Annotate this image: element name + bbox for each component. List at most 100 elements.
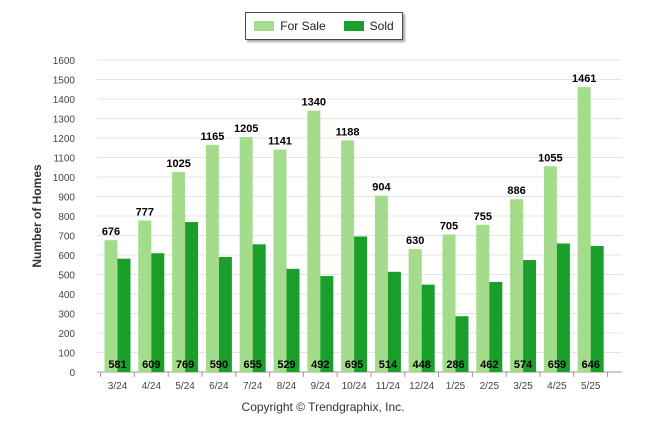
data-label-for-sale: 1461: [572, 73, 596, 85]
y-tick-label: 200: [58, 329, 75, 340]
data-label-sold: 655: [244, 359, 262, 371]
legend-label-for-sale: For Sale: [280, 19, 326, 33]
bar-sold: [117, 258, 131, 372]
x-tick-label: 7/24: [243, 381, 263, 392]
x-tick-label: 6/24: [209, 381, 229, 392]
bar-for-sale: [341, 140, 355, 372]
x-tick-label: 11/24: [376, 381, 401, 392]
x-tick-label: 4/24: [142, 381, 162, 392]
x-tick-label: 2/25: [480, 381, 500, 392]
y-tick-label: 0: [69, 368, 75, 379]
bar-sold: [556, 243, 570, 372]
data-label-for-sale: 1205: [234, 123, 258, 135]
data-label-for-sale: 755: [474, 211, 492, 223]
y-tick-label: 1500: [53, 76, 76, 87]
data-label-sold: 646: [582, 359, 600, 371]
legend-label-sold: Sold: [369, 19, 394, 33]
bar-for-sale: [273, 149, 287, 372]
data-label-for-sale: 1141: [268, 136, 292, 148]
data-label-for-sale: 1025: [166, 158, 190, 170]
data-label-for-sale: 1165: [200, 131, 224, 143]
bar-sold: [185, 222, 199, 372]
legend-swatch-sold: [343, 21, 364, 31]
legend: For Sale Sold: [245, 12, 403, 40]
bar-sold: [320, 276, 334, 372]
data-label-sold: 448: [413, 359, 431, 371]
y-tick-label: 400: [58, 290, 75, 301]
y-axis-label: Number of Homes: [30, 164, 44, 268]
legend-item-sold: Sold: [343, 19, 394, 33]
bar-for-sale: [205, 144, 219, 372]
x-tick-label: 5/25: [581, 381, 601, 392]
y-tick-label: 900: [58, 193, 75, 204]
bar-for-sale: [374, 195, 388, 372]
x-tick-label: 3/24: [108, 381, 128, 392]
data-label-for-sale: 1055: [538, 152, 562, 164]
bar-for-sale: [476, 224, 490, 372]
data-label-for-sale: 777: [136, 206, 154, 218]
y-tick-label: 1400: [53, 95, 76, 106]
x-tick-label: 8/24: [277, 381, 297, 392]
bar-for-sale: [307, 110, 321, 372]
legend-swatch-for-sale: [254, 21, 275, 31]
x-tick-label: 12/24: [409, 381, 434, 392]
bar-for-sale: [172, 172, 186, 372]
y-tick-label: 1100: [53, 154, 75, 165]
legend-item-for-sale: For Sale: [254, 19, 326, 33]
data-label-for-sale: 676: [102, 226, 120, 238]
bar-for-sale: [577, 87, 591, 372]
bar-for-sale: [408, 249, 422, 372]
data-label-for-sale: 1188: [336, 126, 360, 138]
y-tick-label: 500: [58, 271, 75, 282]
data-label-sold: 286: [446, 359, 464, 371]
y-tick-label: 600: [58, 251, 75, 262]
x-tick-label: 4/25: [547, 381, 567, 392]
data-label-sold: 590: [210, 359, 228, 371]
bar-sold: [218, 256, 232, 372]
data-label-sold: 581: [108, 359, 126, 371]
y-tick-label: 700: [58, 232, 75, 243]
x-tick-label: 5/24: [175, 381, 195, 392]
bar-sold: [590, 246, 604, 372]
data-label-sold: 529: [277, 359, 295, 371]
bar-sold: [354, 236, 368, 372]
data-label-for-sale: 886: [507, 185, 525, 197]
y-tick-label: 1200: [53, 134, 76, 145]
bar-sold: [151, 253, 165, 372]
data-label-sold: 609: [142, 359, 160, 371]
bar-for-sale: [543, 166, 557, 372]
data-label-sold: 659: [548, 359, 566, 371]
data-label-for-sale: 1340: [302, 97, 326, 109]
y-tick-label: 100: [58, 349, 75, 360]
x-tick-label: 3/25: [513, 381, 533, 392]
data-label-for-sale: 630: [406, 235, 424, 247]
bar-for-sale: [104, 240, 118, 372]
bar-sold: [455, 316, 469, 372]
data-label-sold: 462: [480, 359, 498, 371]
y-tick-label: 1000: [53, 173, 76, 184]
x-tick-label: 1/25: [446, 381, 466, 392]
y-tick-label: 1600: [53, 56, 76, 67]
data-label-for-sale: 904: [372, 182, 391, 194]
bar-for-sale: [138, 220, 152, 372]
copyright-text: Copyright © Trendgraphix, Inc.: [241, 400, 405, 414]
bar-sold: [252, 244, 266, 372]
x-tick-label: 10/24: [342, 381, 367, 392]
bar-sold: [523, 260, 537, 372]
bar-sold: [387, 271, 401, 372]
y-tick-label: 1300: [53, 115, 76, 126]
data-label-for-sale: 705: [440, 221, 458, 233]
x-tick-label: 9/24: [311, 381, 331, 392]
data-label-sold: 514: [379, 359, 398, 371]
bar-for-sale: [442, 234, 456, 372]
bar-for-sale: [239, 137, 253, 372]
data-label-sold: 492: [311, 359, 329, 371]
bar-sold: [286, 268, 300, 372]
data-label-sold: 574: [514, 359, 533, 371]
data-label-sold: 769: [176, 359, 194, 371]
y-tick-label: 800: [58, 212, 75, 223]
bar-for-sale: [510, 199, 524, 372]
y-tick-label: 300: [58, 310, 75, 321]
bar-sold: [421, 284, 435, 372]
